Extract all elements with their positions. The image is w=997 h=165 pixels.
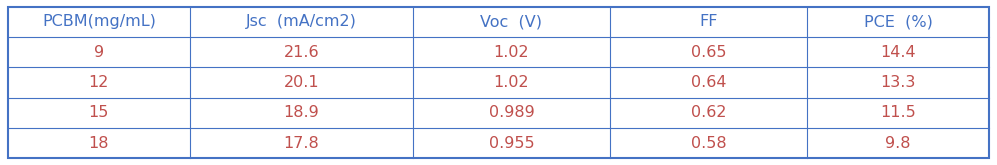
Text: PCE  (%): PCE (%) xyxy=(863,14,932,29)
Text: 13.3: 13.3 xyxy=(880,75,916,90)
Text: 12: 12 xyxy=(89,75,109,90)
Text: 0.989: 0.989 xyxy=(489,105,534,120)
Text: Voc  (V): Voc (V) xyxy=(481,14,542,29)
Text: 0.58: 0.58 xyxy=(691,136,727,151)
Text: 0.64: 0.64 xyxy=(691,75,727,90)
Text: 1.02: 1.02 xyxy=(494,45,529,60)
Text: 11.5: 11.5 xyxy=(880,105,916,120)
Text: 1.02: 1.02 xyxy=(494,75,529,90)
Text: 20.1: 20.1 xyxy=(283,75,319,90)
Text: 14.4: 14.4 xyxy=(880,45,916,60)
Text: 15: 15 xyxy=(89,105,109,120)
Text: 9.8: 9.8 xyxy=(885,136,911,151)
Text: 18: 18 xyxy=(89,136,109,151)
Text: 21.6: 21.6 xyxy=(283,45,319,60)
Text: FF: FF xyxy=(700,14,718,29)
Text: PCBM(mg/mL): PCBM(mg/mL) xyxy=(42,14,156,29)
Text: Jsc  (mA/cm2): Jsc (mA/cm2) xyxy=(246,14,357,29)
Text: 18.9: 18.9 xyxy=(283,105,319,120)
Text: 0.65: 0.65 xyxy=(691,45,727,60)
Text: 0.955: 0.955 xyxy=(489,136,534,151)
Text: 9: 9 xyxy=(94,45,104,60)
Text: 17.8: 17.8 xyxy=(283,136,319,151)
Text: 0.62: 0.62 xyxy=(691,105,727,120)
